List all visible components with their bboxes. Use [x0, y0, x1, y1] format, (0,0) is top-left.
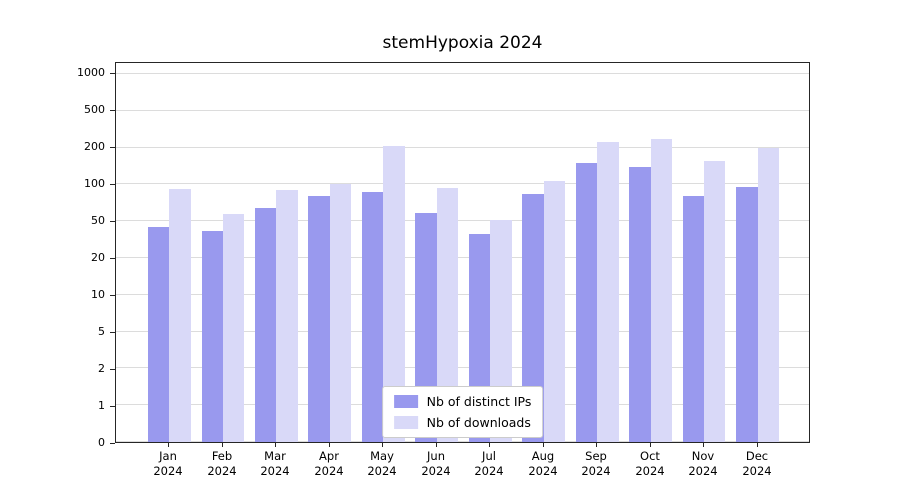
bar: [757, 147, 779, 442]
y-tick-label: 20: [91, 251, 105, 264]
gridline: [116, 183, 809, 185]
x-tick-label: Feb 2024: [207, 449, 237, 478]
gridline: [116, 367, 809, 369]
gridline: [116, 441, 809, 442]
x-tick-mark: [222, 443, 223, 447]
y-tick-label: 10: [91, 288, 105, 301]
y-tick-label: 200: [84, 140, 105, 153]
bar: [682, 196, 705, 442]
y-tick-label: 50: [91, 214, 105, 227]
y-tick-label: 2: [98, 362, 105, 375]
x-tick-label: Jan 2024: [153, 449, 183, 478]
x-tick-label: Aug 2024: [528, 449, 558, 478]
bar: [597, 142, 619, 442]
bar: [383, 145, 405, 442]
x-tick-mark: [650, 443, 651, 447]
bar: [650, 139, 672, 442]
gridline: [116, 257, 809, 259]
legend-swatch-distinct-ips: [393, 395, 418, 408]
bar: [415, 213, 437, 442]
x-tick-mark: [489, 443, 490, 447]
x-tick-label: Mar 2024: [260, 449, 290, 478]
bar: [276, 190, 298, 442]
y-tick-mark: [110, 110, 115, 111]
x-tick-label: May 2024: [367, 449, 397, 478]
y-tick-label: 5: [98, 325, 105, 338]
plot-area: Nb of distinct IPs Nb of downloads: [115, 62, 810, 443]
y-tick-label: 500: [84, 103, 105, 116]
bar: [361, 191, 384, 442]
x-tick-mark: [703, 443, 704, 447]
x-tick-mark: [757, 443, 758, 447]
y-tick-mark: [110, 369, 115, 370]
bar: [201, 231, 223, 442]
x-tick-label: Dec 2024: [742, 449, 772, 478]
gridline: [116, 330, 809, 332]
y-tick-label: 1: [98, 399, 105, 412]
bar: [704, 161, 726, 442]
x-tick-mark: [382, 443, 383, 447]
x-tick-mark: [168, 443, 169, 447]
y-tick-mark: [110, 443, 115, 444]
bar: [629, 166, 651, 442]
bar: [522, 193, 544, 442]
legend-label-downloads: Nb of downloads: [426, 415, 531, 430]
y-tick-mark: [110, 295, 115, 296]
bar: [222, 214, 245, 442]
y-tick-mark: [110, 406, 115, 407]
x-tick-mark: [543, 443, 544, 447]
chart-title: stemHypoxia 2024: [382, 33, 543, 53]
bar: [308, 196, 330, 442]
x-tick-label: Nov 2024: [688, 449, 718, 478]
gridline: [116, 146, 809, 148]
y-tick-mark: [110, 73, 115, 74]
bar: [255, 208, 277, 442]
y-tick-mark: [110, 258, 115, 259]
bar: [148, 227, 170, 442]
x-tick-label: Jun 2024: [421, 449, 451, 478]
y-tick-mark: [110, 147, 115, 148]
x-tick-label: Jul 2024: [474, 449, 504, 478]
legend-item-downloads: Nb of downloads: [393, 415, 532, 430]
x-tick-label: Sep 2024: [581, 449, 611, 478]
x-tick-mark: [329, 443, 330, 447]
bar: [169, 188, 191, 442]
x-tick-label: Oct 2024: [635, 449, 665, 478]
legend-swatch-downloads: [393, 416, 418, 429]
gridline: [116, 109, 809, 111]
bar: [543, 180, 566, 442]
y-tick-mark: [110, 221, 115, 222]
x-tick-mark: [275, 443, 276, 447]
x-tick-mark: [436, 443, 437, 447]
bar: [329, 184, 352, 442]
bar: [436, 188, 459, 442]
y-tick-mark: [110, 184, 115, 185]
y-tick-label: 0: [98, 436, 105, 449]
bar: [736, 187, 758, 442]
y-tick-label: 100: [84, 177, 105, 190]
y-tick-mark: [110, 332, 115, 333]
bar: [575, 162, 598, 442]
gridline: [116, 220, 809, 222]
legend-item-distinct-ips: Nb of distinct IPs: [393, 394, 532, 409]
legend: Nb of distinct IPs Nb of downloads: [381, 386, 544, 438]
y-tick-label: 1000: [77, 66, 105, 79]
x-tick-mark: [596, 443, 597, 447]
legend-label-distinct-ips: Nb of distinct IPs: [426, 394, 532, 409]
gridline: [116, 293, 809, 295]
gridline: [116, 73, 809, 75]
x-tick-label: Apr 2024: [314, 449, 344, 478]
y-axis: 0 1 2 5 10 20 50 100 200 500 1000: [45, 62, 105, 449]
